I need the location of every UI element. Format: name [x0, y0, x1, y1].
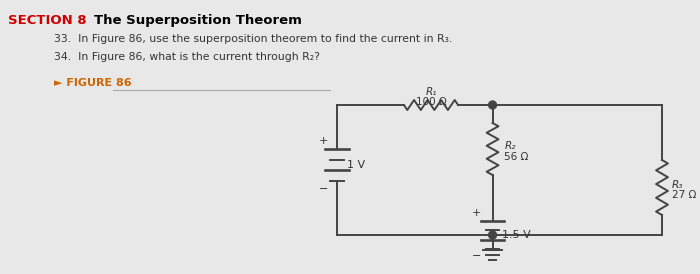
- Text: −: −: [318, 184, 328, 194]
- Text: +: +: [318, 136, 328, 146]
- Text: 34.  In Figure 86, what is the current through R₂?: 34. In Figure 86, what is the current th…: [54, 52, 320, 62]
- Text: R₂: R₂: [505, 141, 516, 151]
- Text: 27 Ω: 27 Ω: [672, 190, 696, 201]
- Text: 1 V: 1 V: [346, 160, 365, 170]
- Text: +: +: [472, 208, 482, 218]
- Text: R₃: R₃: [672, 179, 683, 190]
- Text: SECTION 8: SECTION 8: [8, 14, 87, 27]
- Text: 56 Ω: 56 Ω: [505, 152, 528, 162]
- Text: 100 Ω: 100 Ω: [416, 97, 447, 107]
- Text: −: −: [472, 251, 482, 261]
- Circle shape: [489, 231, 496, 239]
- Text: The Superposition Theorem: The Superposition Theorem: [94, 14, 302, 27]
- Text: R₁: R₁: [426, 87, 437, 97]
- Text: 33.  In Figure 86, use the superposition theorem to find the current in R₃.: 33. In Figure 86, use the superposition …: [54, 34, 452, 44]
- Text: 1.5 V: 1.5 V: [503, 230, 531, 240]
- Circle shape: [489, 101, 496, 109]
- Text: ► FIGURE 86: ► FIGURE 86: [54, 78, 132, 88]
